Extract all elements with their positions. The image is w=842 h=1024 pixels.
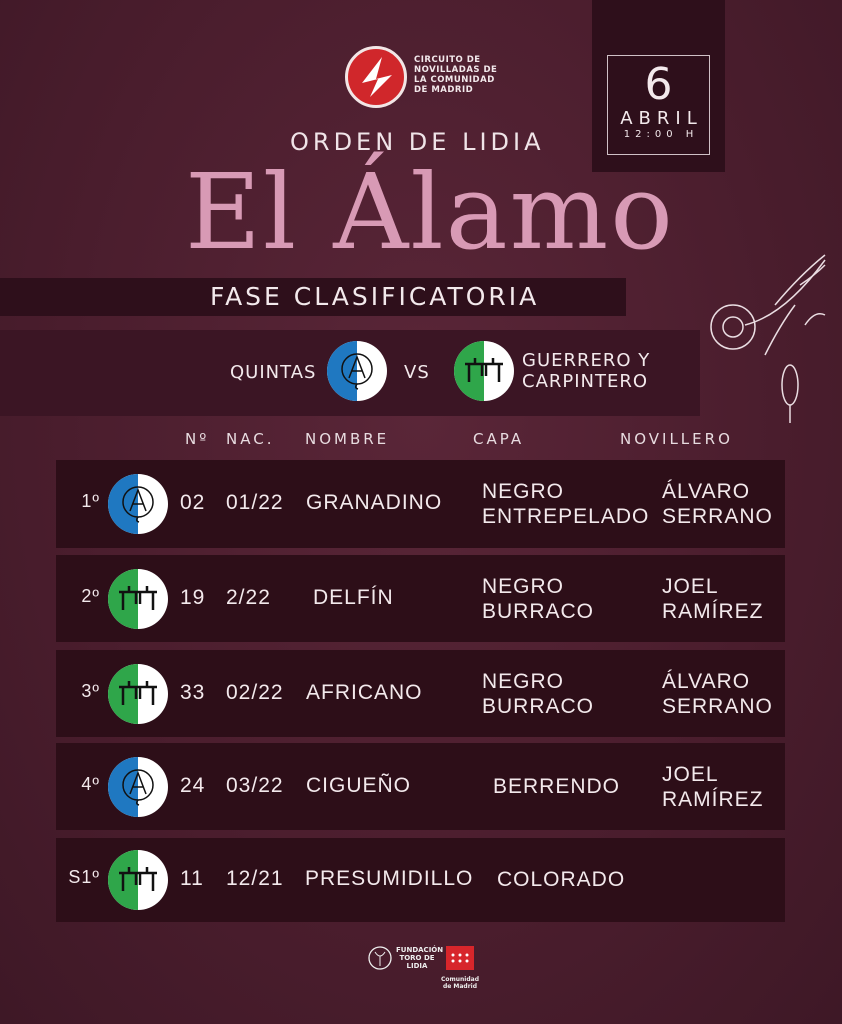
nac-cell: 2/22 <box>226 585 271 609</box>
table-row: S1º 11 12/21 PRESUMIDILLO COLORADO <box>56 838 785 922</box>
capa-cell: BERRENDO <box>493 774 620 799</box>
quintas-badge-icon <box>107 756 169 818</box>
capa-cell: NEGRO BURRACO <box>482 669 594 719</box>
table-row: 1º 02 01/22 GRANADINO NEGRO ENTREPELADO Á… <box>56 460 785 548</box>
organizer-line: LA COMUNIDAD <box>414 75 495 85</box>
order-cell: 4º <box>81 773 100 794</box>
num-cell: 19 <box>180 585 206 609</box>
toro-de-lidia-logo: FUNDACIÓN TORO DE LIDIA <box>368 946 444 970</box>
team2-line: GUERRERO Y <box>522 350 651 371</box>
header-novillero: NOVILLERO <box>620 430 733 448</box>
nombre-cell: DELFÍN <box>313 585 394 609</box>
guerrero-badge-icon <box>107 849 169 911</box>
novillero-line: RAMÍREZ <box>662 787 764 811</box>
header-num: Nº <box>185 430 210 448</box>
subtitle: ORDEN DE LIDIA <box>290 128 545 156</box>
page-title: El Álamo <box>185 151 675 273</box>
header-nac: NAC. <box>226 430 275 448</box>
nombre-cell: CIGUEÑO <box>306 773 412 797</box>
novillero-line: ÁLVARO <box>662 480 751 503</box>
nac-cell: 03/22 <box>226 773 284 797</box>
novillero-line: JOEL <box>662 762 719 786</box>
novillero-line: SERRANO <box>662 694 773 718</box>
nombre-cell: PRESUMIDILLO <box>305 867 474 890</box>
guerrero-badge-icon <box>107 568 169 630</box>
comunidad-madrid-logo: Comunidad de Madrid <box>440 946 480 990</box>
guerrero-badge-icon <box>107 663 169 725</box>
novillero-line: RAMÍREZ <box>662 599 764 623</box>
capa-line: NEGRO <box>482 574 565 598</box>
date-panel <box>592 0 725 172</box>
capa-line: BERRENDO <box>493 774 621 798</box>
order-cell: 1º <box>81 491 100 511</box>
capa-cell: NEGRO BURRACO <box>482 574 594 624</box>
nombre-cell: AFRICANO <box>306 680 423 704</box>
date-time: 12:00 H <box>623 129 699 140</box>
novillero-cell: ÁLVARO SERRANO <box>662 669 773 719</box>
date-day: 6 <box>644 59 673 110</box>
phase-bar <box>0 278 626 316</box>
order-cell: 2º <box>81 585 100 606</box>
table-row: 4º 24 03/22 CIGUEÑO BERRENDO JOEL RAMÍREZ <box>56 743 785 830</box>
novillero-cell: ÁLVARO SERRANO <box>662 479 773 529</box>
toro-icon <box>368 946 392 970</box>
capa-cell: COLORADO <box>497 867 625 892</box>
madrid-stars-icon <box>446 946 474 970</box>
vs-label: VS <box>404 362 430 383</box>
order-cell: S1º <box>68 867 100 887</box>
guerrero-badge-icon <box>454 341 514 401</box>
novillero-line: ÁLVARO <box>662 669 751 693</box>
quintas-badge-icon <box>107 473 169 535</box>
nac-cell: 01/22 <box>226 491 284 514</box>
circuito-logo <box>345 46 407 108</box>
novillero-line: JOEL <box>662 574 719 598</box>
team2-label: GUERRERO Y CARPINTERO <box>522 350 650 392</box>
nac-cell: 12/21 <box>226 867 284 890</box>
organizer-line: CIRCUITO DE <box>414 55 481 65</box>
num-cell: 33 <box>180 680 206 704</box>
quintas-badge-icon <box>327 341 387 401</box>
nombre-cell: GRANADINO <box>306 491 443 514</box>
num-cell: 24 <box>180 773 206 797</box>
team2-line: CARPINTERO <box>522 371 649 392</box>
table-row: 2º 19 2/22 DELFÍN NEGRO BURRACO JOEL RAMÍR… <box>56 555 785 642</box>
capa-line: ENTREPELADO <box>482 505 650 528</box>
capa-line: BURRACO <box>482 599 595 623</box>
flower-icon <box>710 254 826 423</box>
header-capa: CAPA <box>473 430 525 448</box>
organizer-line: DE MADRID <box>414 85 474 95</box>
capa-cell: NEGRO ENTREPELADO <box>482 479 649 529</box>
novillero-cell: JOEL RAMÍREZ <box>662 574 764 624</box>
date-box: 6 ABRIL 12:00 H <box>607 55 710 155</box>
comunidad-madrid-text: Comunidad de Madrid <box>440 976 479 990</box>
novillero-line: SERRANO <box>662 505 773 528</box>
capa-line: COLORADO <box>497 868 626 891</box>
organizer-text: CIRCUITO DE NOVILLADAS DE LA COMUNIDAD D… <box>414 55 497 95</box>
team1-label: QUINTAS <box>230 362 317 383</box>
novillero-cell: JOEL RAMÍREZ <box>662 762 764 812</box>
order-cell: 3º <box>81 680 100 701</box>
header-nombre: NOMBRE <box>305 430 390 448</box>
num-cell: 11 <box>180 867 204 890</box>
organizer-line: NOVILLADAS DE <box>414 65 498 75</box>
capa-line: BURRACO <box>482 694 595 718</box>
table-row: 3º 33 02/22 AFRICANO NEGRO BURRACO ÁLVARO… <box>56 650 785 737</box>
toro-de-lidia-text: FUNDACIÓN TORO DE LIDIA <box>396 946 444 970</box>
capa-line: NEGRO <box>482 480 565 503</box>
phase-label: FASE CLASIFICATORIA <box>210 282 540 311</box>
capa-line: NEGRO <box>482 669 565 693</box>
num-cell: 02 <box>180 491 206 514</box>
date-month: ABRIL <box>620 108 703 129</box>
nac-cell: 02/22 <box>226 680 284 704</box>
